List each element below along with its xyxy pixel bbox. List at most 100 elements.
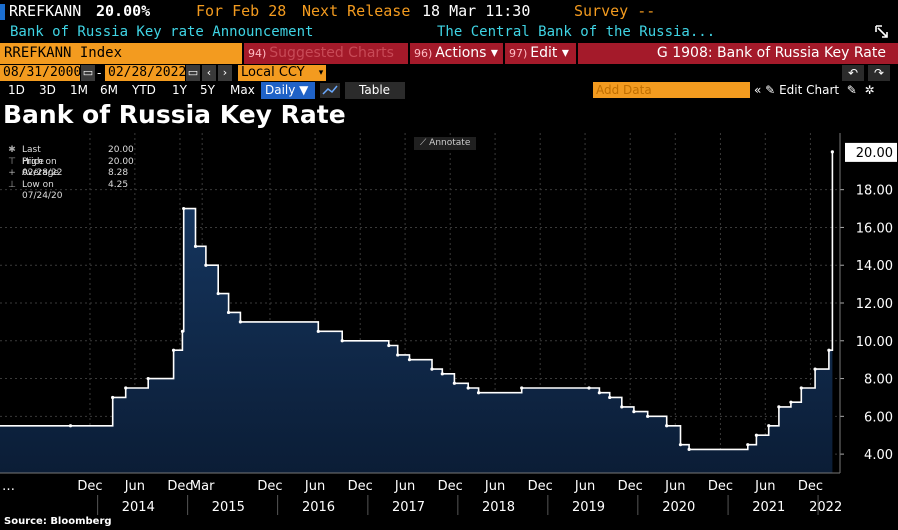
period-toolbar: 1D 3D 1M 6M YTD 1Y 5Y Max Daily ▼ Table … (0, 82, 898, 99)
annotate-button[interactable]: ⟋ Annotate (414, 137, 476, 150)
table-button[interactable]: Table (345, 82, 405, 99)
x-year-label: 2015 (212, 500, 245, 515)
legend-value: 20.00 (108, 156, 134, 167)
add-data-input[interactable]: Add Data (593, 82, 750, 98)
description-bar: Bank of Russia Key rate Announcement The… (0, 22, 898, 42)
data-point[interactable] (396, 353, 400, 357)
data-point[interactable] (687, 447, 691, 451)
data-point[interactable] (777, 405, 781, 409)
currency-dropdown-icon[interactable]: ▾ (316, 65, 326, 81)
x-year-label: 2016 (302, 500, 335, 515)
undo-icon[interactable]: ↶ (842, 65, 864, 81)
data-point[interactable] (665, 424, 669, 428)
period-5y[interactable]: 5Y (200, 83, 215, 97)
source-link[interactable]: The Central Bank of the Russia... (437, 24, 716, 40)
data-point[interactable] (146, 376, 150, 381)
data-point[interactable] (430, 367, 434, 371)
x-year-label: 2021 (752, 500, 785, 515)
data-point[interactable] (799, 386, 803, 390)
edit-menu[interactable]: 97) Edit ▾ (505, 43, 576, 64)
period-ytd[interactable]: YTD (132, 83, 156, 97)
data-point[interactable] (597, 391, 601, 395)
data-point[interactable] (754, 433, 759, 437)
prev-period-icon[interactable]: ‹ (202, 65, 216, 81)
data-point[interactable] (608, 395, 612, 400)
start-date-input[interactable]: 08/31/2000 (0, 65, 81, 81)
data-point[interactable] (520, 386, 524, 390)
data-point[interactable] (587, 386, 591, 390)
data-point[interactable] (407, 358, 412, 362)
announcement-link[interactable]: Bank of Russia Key rate Announcement (10, 24, 314, 40)
x-tick-label: Dec (348, 479, 373, 494)
redo-icon[interactable]: ↷ (868, 65, 890, 81)
data-point[interactable] (68, 424, 73, 428)
data-point[interactable] (632, 410, 636, 414)
data-point[interactable] (180, 329, 185, 333)
collapse-icon[interactable]: « (754, 83, 762, 97)
data-point[interactable] (830, 150, 834, 154)
pencil-icon: ✎ (765, 83, 776, 97)
x-axis-ellipsis: … (2, 479, 15, 494)
legend-value: 20.00 (108, 145, 134, 155)
line-chart-icon[interactable] (320, 83, 340, 98)
suggested-charts-button[interactable]: 94) Suggested Charts (244, 43, 408, 64)
start-calendar-icon[interactable]: ▭ (81, 65, 95, 81)
popout-icon[interactable] (874, 24, 890, 40)
data-point[interactable] (452, 381, 456, 385)
data-point[interactable] (767, 424, 771, 428)
period-max[interactable]: Max (230, 83, 255, 97)
data-point[interactable] (827, 348, 831, 352)
data-point[interactable] (226, 310, 231, 315)
actions-menu[interactable]: 96) Actions ▾ (410, 43, 503, 64)
currency-select[interactable]: Local CCY (238, 65, 316, 81)
data-point[interactable] (789, 400, 793, 404)
period-1y[interactable]: 1Y (172, 83, 187, 97)
series-line[interactable] (0, 151, 834, 451)
data-point[interactable] (316, 329, 320, 333)
frequency-select[interactable]: Daily ▼ (261, 82, 315, 99)
period-1d[interactable]: 1D (8, 83, 25, 97)
period-6m[interactable]: 6M (100, 83, 118, 97)
data-point[interactable] (111, 395, 115, 400)
data-point[interactable] (646, 414, 650, 418)
x-tick-label: Jun (754, 479, 775, 494)
date-range-bar: 08/31/2000 ▭ - 02/28/2022 ▭ ‹ › Local CC… (0, 65, 898, 81)
data-point[interactable] (387, 343, 391, 348)
edit-settings-icon[interactable]: ✎ (842, 83, 857, 97)
data-point[interactable] (182, 206, 186, 211)
data-point[interactable] (193, 244, 198, 248)
x-tick-label: Jun (304, 479, 325, 494)
data-point[interactable] (466, 386, 470, 390)
x-year-label: 2017 (392, 500, 425, 515)
actions-label: Actions ▾ (435, 45, 498, 61)
edit-chart-button[interactable]: « ✎ Edit Chart ✎ ✲ (754, 82, 875, 99)
data-point[interactable] (171, 348, 176, 352)
data-point[interactable] (340, 339, 344, 343)
x-tick-label: Jun (484, 479, 505, 494)
data-point[interactable] (746, 443, 750, 447)
end-date-input[interactable]: 02/28/2022 (105, 65, 186, 81)
data-point[interactable] (124, 386, 128, 390)
ticker: RREFKANN (9, 2, 82, 20)
period-1m[interactable]: 1M (70, 83, 88, 97)
next-period-icon[interactable]: › (218, 65, 232, 81)
data-point[interactable] (620, 405, 624, 409)
data-point[interactable] (476, 391, 481, 395)
y-tick-label: 14.00 (856, 259, 893, 274)
annotate-icon: ⟋ (420, 138, 430, 148)
period-3d[interactable]: 3D (39, 83, 56, 97)
chart-plot[interactable]: 4.00 6.00 8.00 10.00 12.00 14.00 16.00 18.00 20.… (0, 133, 898, 516)
data-point[interactable] (440, 372, 444, 376)
y-tick-label: 4.00 (864, 448, 893, 463)
command-cursor[interactable] (0, 4, 5, 20)
data-point[interactable] (216, 291, 220, 296)
data-point[interactable] (813, 367, 817, 371)
security-field[interactable]: RREFKANN Index (0, 43, 242, 64)
end-calendar-icon[interactable]: ▭ (186, 65, 200, 81)
data-point[interactable] (678, 443, 683, 447)
legend-label: Low on 07/24/20 (22, 179, 63, 202)
data-point[interactable] (204, 263, 208, 267)
next-release-value: 18 Mar 11:30 (422, 2, 531, 20)
gear-icon[interactable]: ✲ (860, 83, 875, 97)
data-point[interactable] (238, 320, 242, 324)
